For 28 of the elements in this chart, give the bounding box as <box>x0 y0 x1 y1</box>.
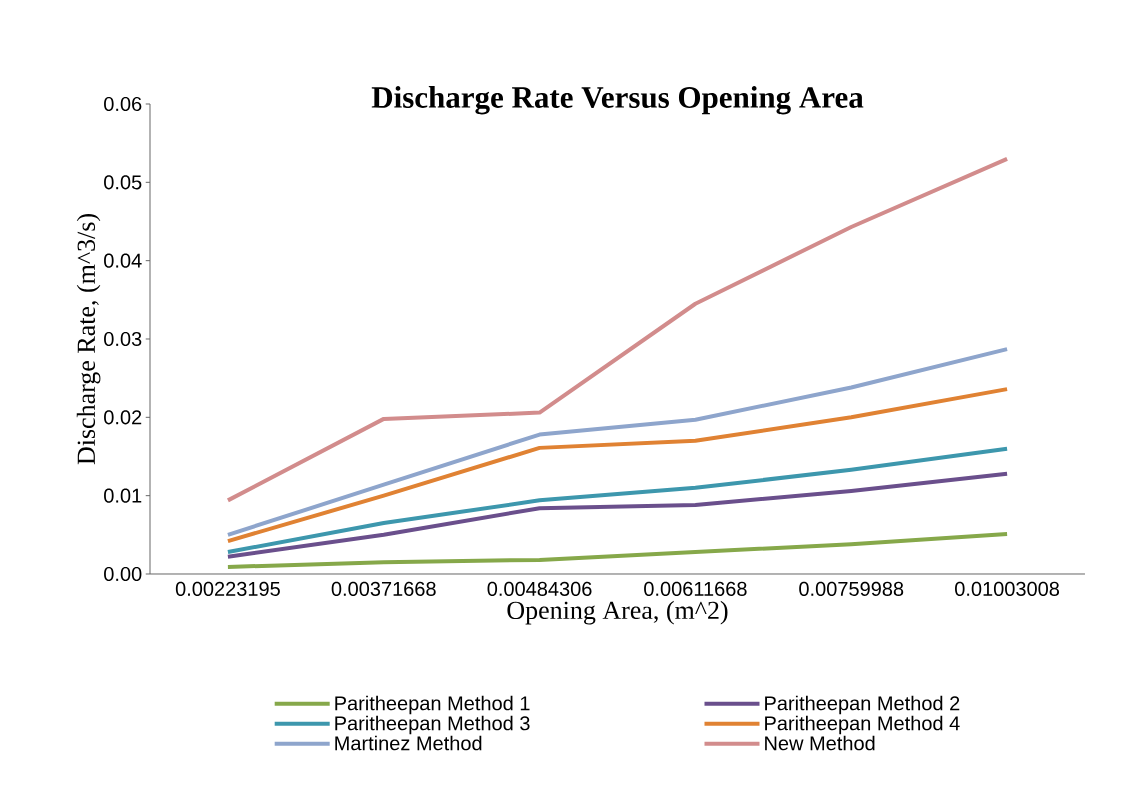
y-tick-label: 0.00 <box>104 566 142 582</box>
y-tick-label: 0.03 <box>104 331 142 347</box>
chart-title: Discharge Rate Versus Opening Area <box>371 86 864 115</box>
y-tick-label: 0.04 <box>104 253 142 268</box>
line-series <box>225 156 1010 503</box>
y-tick-label: 0.05 <box>104 175 142 190</box>
x-tick-label: 0.01003008 <box>955 581 1060 596</box>
x-tick-label: 0.00371668 <box>331 581 436 596</box>
x-tick-label: 0.00611668 <box>644 581 747 596</box>
legend-label: Martinez Method <box>335 735 482 751</box>
x-tick-label: 0.00484306 <box>487 581 592 596</box>
y-tick-label: 0.06 <box>104 96 142 112</box>
legend-label: Paritheepan Method 1 <box>335 695 530 715</box>
y-axis-title: Discharge Rate, (m^3/s) <box>76 214 101 465</box>
line-series <box>225 471 1010 559</box>
line-series <box>225 446 1010 555</box>
legend-label: Paritheepan Method 4 <box>765 715 960 735</box>
line-series <box>225 347 1010 537</box>
x-tick-label: 0.00223195 <box>175 581 280 596</box>
y-tick-label: 0.01 <box>104 488 142 503</box>
legend-label: Paritheepan Method 2 <box>765 695 960 715</box>
legend-label: New Method <box>765 735 875 751</box>
x-axis-title: Opening Area, (m^2) <box>507 600 728 625</box>
line-series <box>225 532 1010 569</box>
legend-label: Paritheepan Method 3 <box>335 715 530 735</box>
line-series <box>225 387 1010 544</box>
x-tick-label: 0.00759988 <box>799 581 904 596</box>
y-tick-label: 0.02 <box>104 410 142 425</box>
